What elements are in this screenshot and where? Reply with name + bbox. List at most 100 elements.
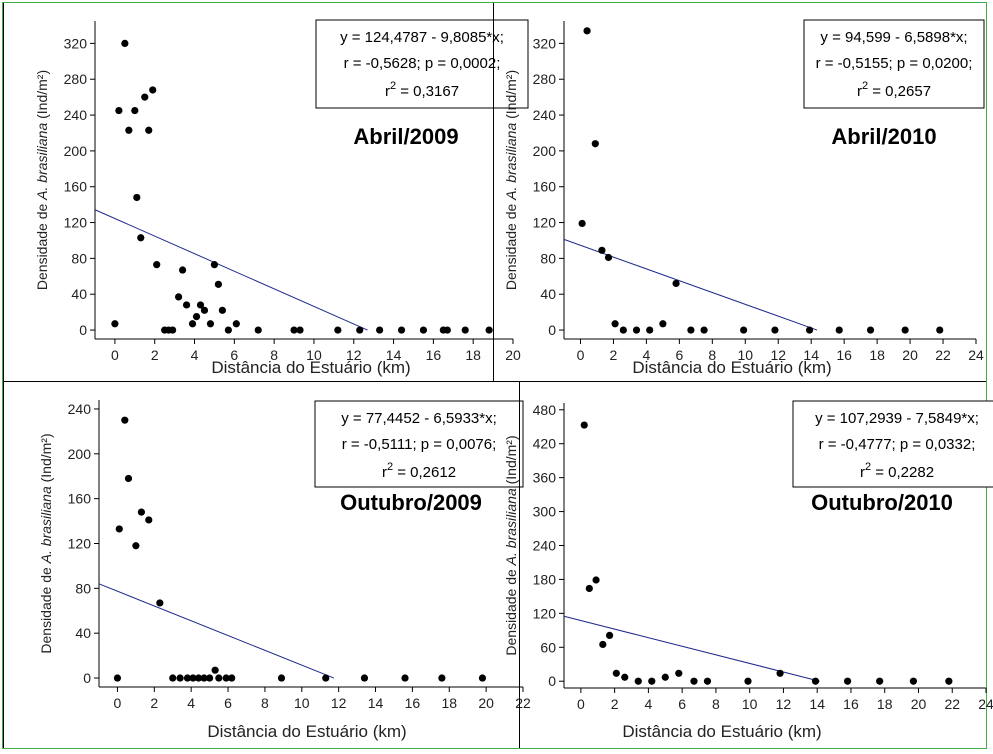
vertical-divider-top [493, 3, 494, 381]
p0-y-tick-label: 0 [79, 322, 87, 338]
p0-data-point [376, 326, 384, 334]
p0-data-point [206, 320, 215, 328]
p1-data-point [866, 326, 875, 334]
p0-x-tick-label: 2 [151, 347, 159, 363]
p1-data-point [604, 253, 613, 262]
p2-x-tick-label: 8 [261, 695, 269, 711]
p1-y-tick-label: 240 [533, 107, 557, 123]
p1-data-point [619, 326, 627, 334]
chart-panel-abril-2010: 0 2 4 6 8 10 12 14 16 18 20 22 24 0 40 80 120 160 200 240 28… [493, 3, 986, 381]
chart-svg-abril-2009: 0 2 4 6 8 10 12 14 16 18 2004080120160200240280320… [34, 19, 529, 377]
p1-y-axis-title-species: A. brasiliana [503, 123, 519, 201]
p0-x-axis-title: Distância do Estuário (km) [211, 358, 410, 377]
p1-regression-r-p: r = -0,5155; p = 0,0200; [816, 55, 973, 72]
p3-regression-equation: y = 107,2939 - 7,5849*x; [815, 410, 979, 427]
p3-y-tick-label: 300 [533, 504, 557, 520]
p0-data-point [192, 313, 201, 321]
p2-y-axis-title-species: A. brasiliana [38, 486, 54, 564]
p1-x-tick-label: 8 [708, 347, 716, 363]
p3-y-tick-label: 240 [533, 538, 557, 554]
p0-r-squared-exponent: 2 [390, 80, 396, 92]
p0-regression-r-p: r = -0,5628; p = 0,0002; [344, 55, 501, 72]
p0-data-point [210, 261, 219, 269]
p1-data-point [578, 219, 586, 228]
p1-data-point [936, 326, 944, 334]
p0-data-point [443, 326, 451, 334]
p2-y-tick-label: 0 [83, 670, 91, 686]
p0-y-axis-title-species: A. brasiliana [34, 123, 50, 201]
p1-regression-line [563, 238, 818, 331]
p1-data-point [687, 326, 695, 334]
p3-x-tick-label: 6 [678, 696, 686, 712]
p2-data-point [169, 674, 177, 682]
p1-x-tick-label: 2 [610, 347, 618, 363]
p0-data-point [296, 326, 304, 334]
p0-data-point [125, 126, 133, 134]
p2-y-tick-label: 80 [75, 580, 91, 596]
p1-y-tick-label: 160 [533, 179, 557, 195]
p2-y-tick-label: 240 [68, 401, 92, 417]
p2-x-tick-label: 4 [187, 695, 195, 711]
horizontal-divider [3, 381, 986, 382]
p1-data-point [835, 326, 843, 334]
p1-x-tick-label: 0 [577, 347, 585, 363]
p2-regression-stats-box [314, 400, 524, 488]
p1-y-tick-label: 320 [533, 35, 557, 51]
p0-x-tick-label: 4 [191, 347, 199, 363]
p1-y-tick-label: 280 [533, 71, 557, 87]
p3-data-point [876, 677, 884, 685]
p0-x-tick-label: 8 [270, 347, 278, 363]
p2-x-tick-label: 14 [368, 695, 384, 711]
p2-y-axis-title: Densidade de A. brasiliana (Ind/m²) [38, 433, 54, 653]
p0-y-tick-label: 80 [71, 250, 87, 266]
p2-data-point [113, 674, 122, 682]
p3-data-point [580, 421, 588, 429]
p3-data-point [690, 677, 698, 685]
p2-r-squared-value: = 0,2612 [393, 464, 456, 481]
p1-y-tick-label: 80 [540, 250, 556, 266]
p0-data-point [200, 306, 209, 314]
p0-r-squared-symbol: r [385, 83, 390, 100]
p0-data-point [111, 320, 119, 328]
p0-y-tick-label: 200 [64, 143, 88, 159]
p2-data-point [228, 674, 236, 682]
p3-regression-r-squared: r2 = 0,2282 [860, 461, 934, 481]
p2-x-tick-label: 2 [150, 695, 158, 711]
p2-y-axis-title-unit: (Ind/m²) [38, 433, 54, 486]
p3-data-point [599, 640, 607, 649]
p2-data-point [145, 516, 153, 524]
p1-data-point [646, 326, 654, 334]
p0-data-point [196, 301, 205, 309]
vertical-divider-bottom [519, 381, 520, 748]
p1-data-point [771, 326, 779, 334]
p0-y-tick-label: 280 [64, 71, 88, 87]
p1-data-point [805, 326, 814, 334]
p3-data-point [605, 631, 614, 640]
p0-data-point [133, 193, 141, 202]
p3-regression-stats-box [792, 400, 993, 488]
p2-data-point [322, 674, 330, 682]
p3-r-squared-symbol: r [860, 464, 865, 481]
p0-data-point [137, 234, 145, 242]
p0-data-point [419, 326, 428, 334]
p1-y-axis-title-prefix: Densidade de [503, 200, 519, 290]
p0-data-point [254, 326, 262, 334]
p0-y-tick-label: 160 [64, 179, 88, 195]
p2-x-tick-label: 12 [331, 695, 347, 711]
p0-y-tick-label: 240 [64, 107, 88, 123]
p0-data-point [121, 39, 129, 47]
p0-data-point [149, 86, 157, 94]
p1-y-tick-label: 0 [548, 322, 556, 338]
p2-data-point [189, 674, 197, 682]
p3-x-tick-label: 20 [911, 696, 927, 712]
p0-data-point [141, 93, 149, 101]
left-edge-top [3, 3, 4, 748]
p2-data-point [132, 542, 140, 550]
p2-y-tick-label: 160 [68, 491, 92, 507]
p1-r-squared-value: = 0,2657 [868, 83, 931, 100]
chart-svg-outubro-2009: 0 2 4 6 8 10 12 14 16 18 20 2204080120160200240Dist… [38, 400, 531, 741]
p1-x-tick-label: 12 [770, 347, 786, 363]
p3-x-tick-label: 0 [577, 696, 585, 712]
p3-data-point [621, 673, 629, 681]
p2-data-point [211, 666, 219, 674]
